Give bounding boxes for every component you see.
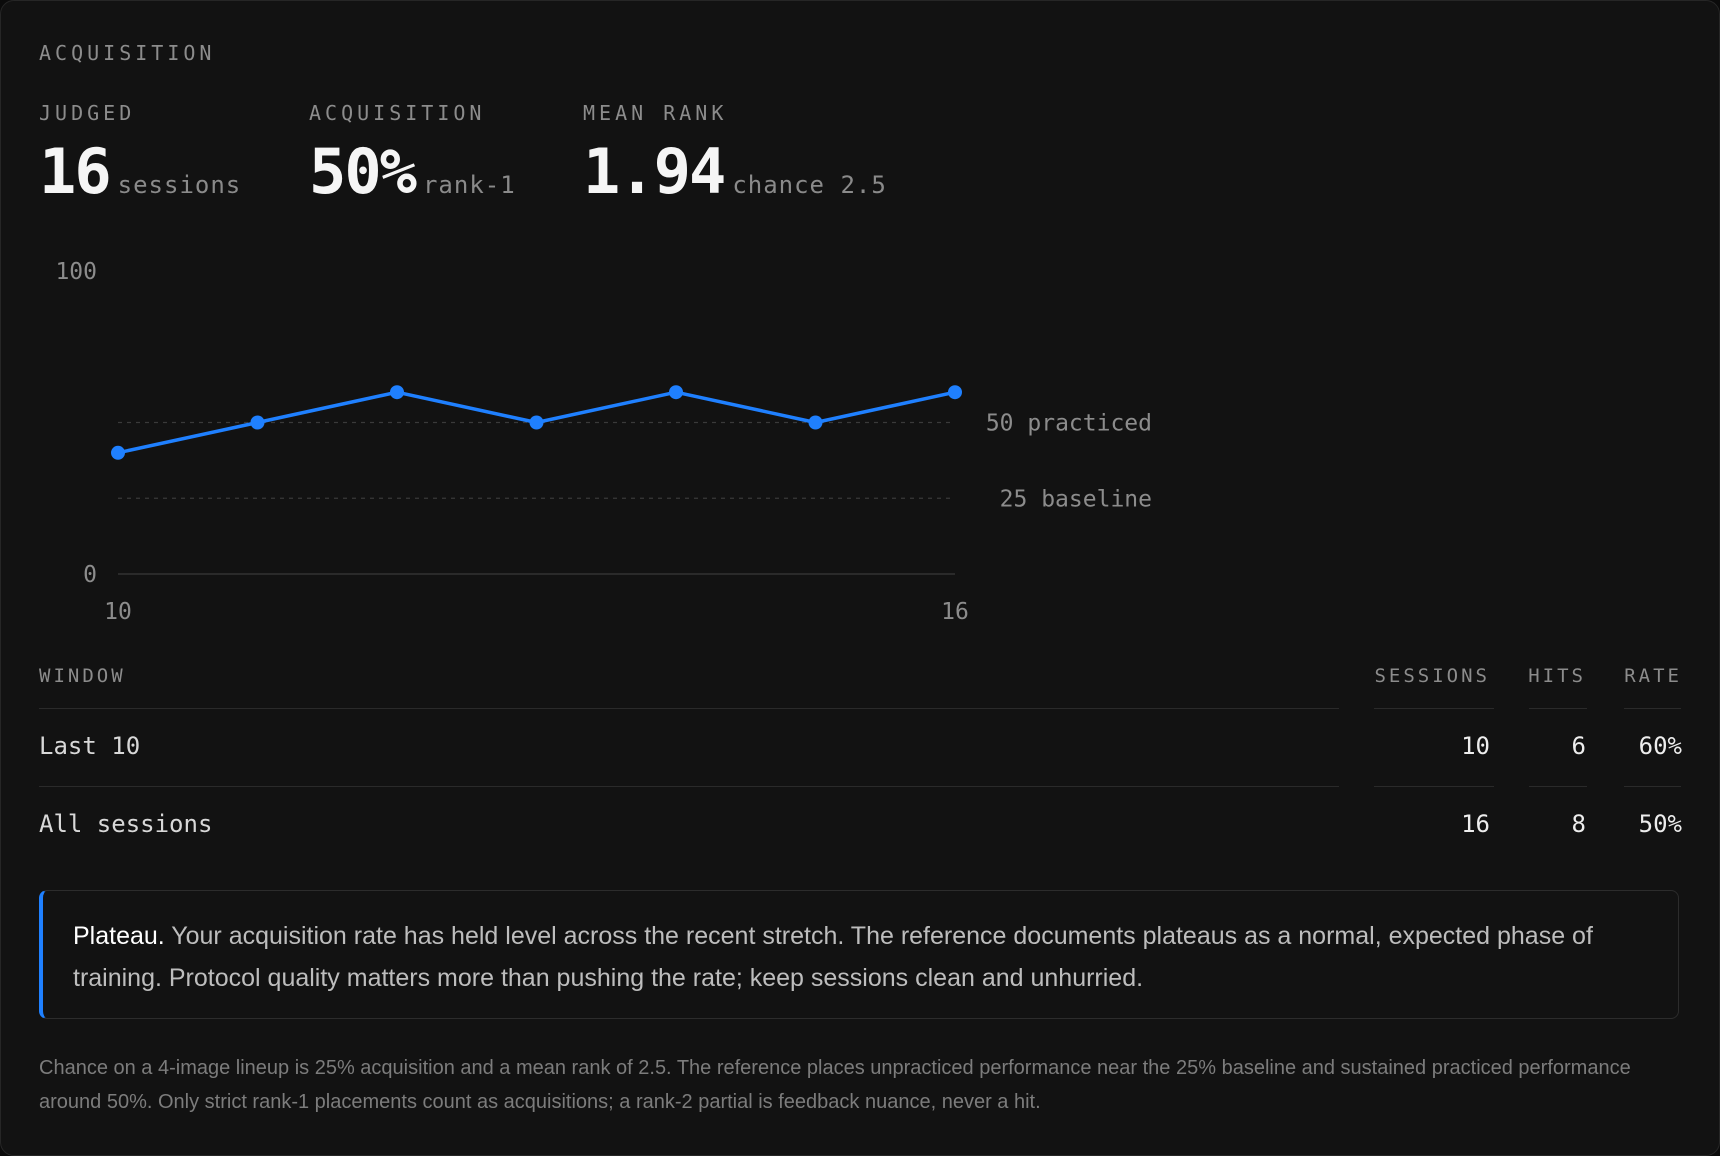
data-point — [250, 415, 265, 430]
stat-label: ACQUISITION — [309, 101, 486, 125]
data-point — [111, 445, 125, 460]
stat-value: 1.94 — [583, 135, 726, 208]
table-divider — [1529, 708, 1587, 709]
table-divider — [1529, 786, 1587, 787]
y-tick-label: 100 — [55, 259, 97, 285]
data-point — [529, 415, 544, 430]
table-row-hits: 8 — [1571, 810, 1586, 838]
footnote: Chance on a 4-image lineup is 25% acquis… — [39, 1057, 1631, 1113]
callout-lead: Plateau. — [73, 922, 165, 950]
section-title: ACQUISITION — [39, 41, 216, 65]
table-divider — [1624, 786, 1681, 787]
table-header-window: WINDOW — [39, 665, 126, 687]
x-tick-label: 16 — [941, 599, 969, 625]
stat-value: 16 — [39, 135, 112, 208]
stat-mean-rank: MEAN RANK 1.94 chance 2.5 — [583, 101, 887, 208]
data-point — [808, 415, 823, 430]
reference-label: 50 practiced — [986, 411, 1152, 437]
data-point — [390, 385, 404, 400]
table-divider — [39, 708, 1339, 709]
stat-label: MEAN RANK — [583, 101, 728, 125]
table-row-rate: 60% — [1638, 732, 1682, 760]
table-row-hits: 6 — [1571, 732, 1586, 760]
stat-judged: JUDGED 16 sessions — [39, 101, 241, 208]
table-row-rate: 50% — [1638, 810, 1682, 838]
x-tick-label: 10 — [104, 599, 132, 625]
table-header-hits: HITS — [1528, 665, 1586, 687]
table-header-rate: RATE — [1624, 665, 1682, 687]
table-row-sessions: 10 — [1461, 732, 1490, 760]
table-divider — [1374, 708, 1494, 709]
stat-unit: chance 2.5 — [732, 171, 887, 199]
table-divider — [1624, 708, 1681, 709]
plateau-callout: Plateau. Your acquisition rate has held … — [39, 890, 1679, 1019]
stat-acquisition: ACQUISITION 50% rank-1 — [309, 101, 516, 208]
data-point — [948, 385, 962, 400]
stat-label: JUDGED — [39, 101, 136, 125]
table-header-sessions: SESSIONS — [1374, 665, 1490, 687]
table-divider — [1374, 786, 1494, 787]
stat-value: 50% — [309, 135, 417, 208]
reference-label: 25 baseline — [1000, 486, 1152, 512]
table-row-sessions: 16 — [1461, 810, 1490, 838]
acquisition-line-chart: 50 practiced 25 baseline 100 0 10 16 — [55, 259, 1152, 625]
y-tick-label: 0 — [83, 562, 97, 588]
table-row-window: All sessions — [39, 810, 213, 838]
callout-text: Your acquisition rate has held level acr… — [73, 922, 1593, 992]
stat-unit: rank-1 — [422, 171, 516, 199]
table-row-window: Last 10 — [39, 732, 141, 760]
data-point — [669, 385, 683, 400]
stat-unit: sessions — [117, 171, 242, 199]
table-divider — [39, 786, 1339, 787]
